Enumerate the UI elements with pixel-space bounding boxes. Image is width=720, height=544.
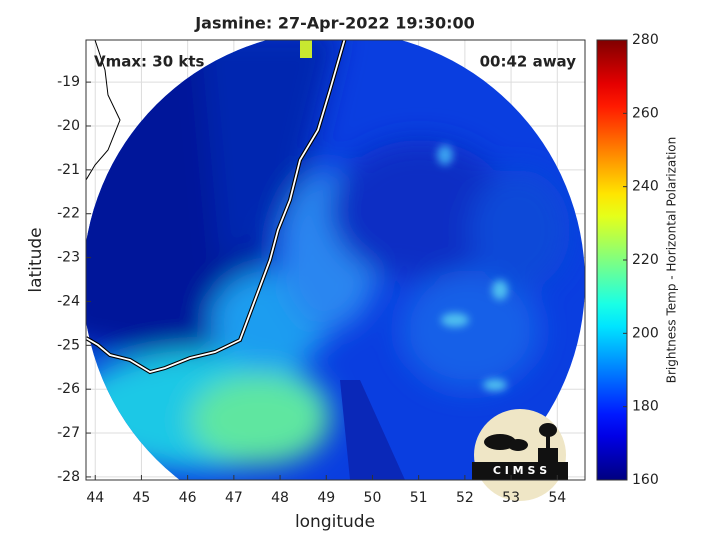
colorbar-tick-label: 160 — [632, 472, 659, 488]
y-tick-label: -26 — [57, 381, 80, 397]
colorbar — [596, 39, 628, 481]
y-axis-label: latitude — [26, 227, 46, 292]
annotation: 00:42 away — [480, 53, 577, 71]
x-tick-label: 53 — [502, 490, 520, 506]
colorbar-label: Brightness Temp - Horizontal Polarizatio… — [665, 137, 679, 384]
plot-frame — [85, 39, 586, 481]
x-tick-label: 46 — [179, 490, 197, 506]
y-tick-label: -27 — [57, 425, 80, 441]
logo-text: C I M S S — [493, 464, 547, 477]
x-tick-label: 44 — [86, 490, 104, 506]
colorbar-tick-label: 180 — [632, 399, 659, 415]
y-tick-label: -28 — [57, 469, 80, 485]
coastline — [86, 40, 347, 375]
annotation: Vmax: 30 kts — [94, 53, 204, 71]
x-tick-label: 50 — [364, 490, 382, 506]
x-tick-label: 52 — [456, 490, 474, 506]
y-tick-label: -23 — [57, 250, 80, 266]
swath-image — [86, 40, 585, 480]
colorbar-tick-label: 200 — [632, 325, 659, 341]
logo: C I M S S — [472, 409, 568, 501]
x-tick-label: 48 — [271, 490, 289, 506]
y-tick-label: -22 — [57, 206, 80, 222]
y-tick-label: -24 — [57, 293, 80, 309]
x-tick-label: 47 — [225, 490, 243, 506]
colorbar-tick-label: 220 — [632, 252, 659, 268]
x-tick-label: 45 — [133, 490, 151, 506]
chart-title: Jasmine: 27-Apr-2022 19:30:00 — [194, 14, 475, 33]
y-tick-label: -19 — [57, 74, 80, 90]
x-tick-label: 49 — [317, 490, 335, 506]
colorbar-tick-label: 260 — [632, 105, 659, 121]
y-tick-label: -21 — [57, 162, 80, 178]
y-tick-label: -25 — [57, 337, 80, 353]
x-tick-label: 51 — [410, 490, 428, 506]
x-axis-label: longitude — [295, 512, 375, 532]
colorbar-tick-label: 240 — [632, 179, 659, 195]
colorbar-tick-label: 280 — [632, 32, 659, 48]
x-tick-label: 54 — [548, 490, 566, 506]
y-tick-label: -20 — [57, 118, 80, 134]
